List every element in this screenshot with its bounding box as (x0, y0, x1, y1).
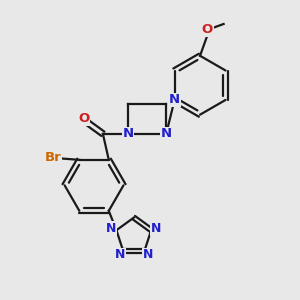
Text: N: N (142, 248, 153, 261)
Text: O: O (202, 23, 213, 36)
Text: N: N (151, 222, 161, 235)
Text: N: N (160, 127, 172, 140)
Text: N: N (115, 248, 125, 261)
Text: O: O (78, 112, 89, 125)
Text: N: N (169, 93, 180, 106)
Text: N: N (106, 222, 117, 235)
Text: N: N (122, 127, 134, 140)
Text: Br: Br (44, 151, 61, 164)
